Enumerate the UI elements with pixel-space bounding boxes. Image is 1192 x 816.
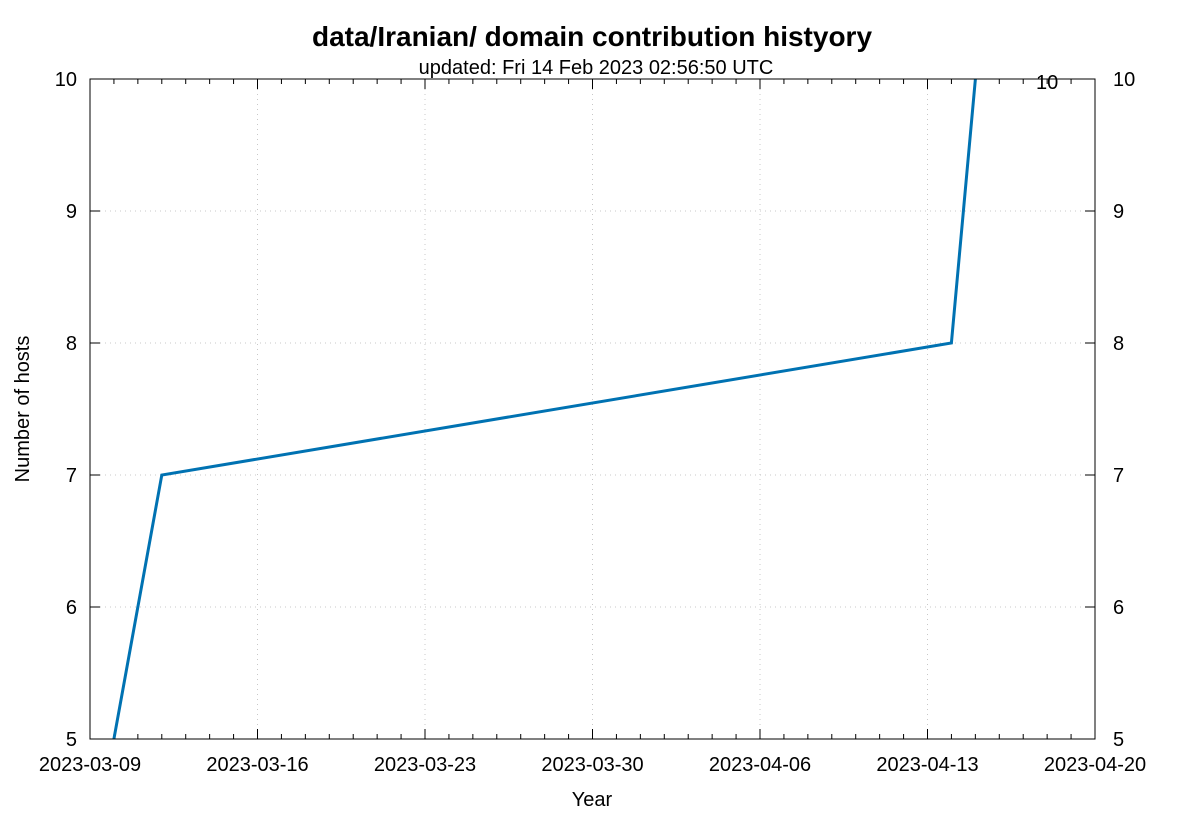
x-tick-label: 2023-04-06 (709, 754, 811, 776)
y-tick-label-right: 6 (1113, 597, 1124, 619)
x-tick-label: 2023-04-13 (876, 754, 978, 776)
y-tick-label: 8 (66, 333, 77, 355)
series-layer (112, 79, 977, 739)
y-tick-label-right: 9 (1113, 201, 1124, 223)
x-tick-label: 2023-03-09 (39, 754, 141, 776)
y-tick-label-right: 10 (1113, 69, 1135, 91)
y-tick-label: 5 (66, 729, 77, 751)
x-axis-label: Year (572, 789, 613, 811)
series-line (112, 79, 977, 739)
grid-lines (90, 79, 1095, 739)
y-tick-label-right: 8 (1113, 333, 1124, 355)
chart-title: data/Iranian/ domain contribution histyo… (312, 21, 872, 52)
x-tick-label: 2023-03-30 (541, 754, 643, 776)
chart-subtitle: updated: Fri 14 Feb 2023 02:56:50 UTC (419, 57, 774, 79)
x-tick-label: 2023-04-20 (1044, 754, 1146, 776)
x-tick-label: 2023-03-23 (374, 754, 476, 776)
plot-frame (89, 78, 1096, 740)
tick-marks (89, 78, 1096, 740)
y-tick-label-right: 5 (1113, 729, 1124, 751)
y-tick-label: 7 (66, 465, 77, 487)
y-axis-label: Number of hosts (12, 336, 34, 483)
annotation-label: 10 (1036, 72, 1058, 94)
y-tick-label: 6 (66, 597, 77, 619)
y-tick-label-right: 7 (1113, 465, 1124, 487)
x-tick-label: 2023-03-16 (206, 754, 308, 776)
y-tick-label: 9 (66, 201, 77, 223)
tick-labels: 2023-03-09 2023-03-16 2023-03-23 2023-03-30… (39, 69, 1146, 776)
y-tick-label: 10 (55, 69, 77, 91)
